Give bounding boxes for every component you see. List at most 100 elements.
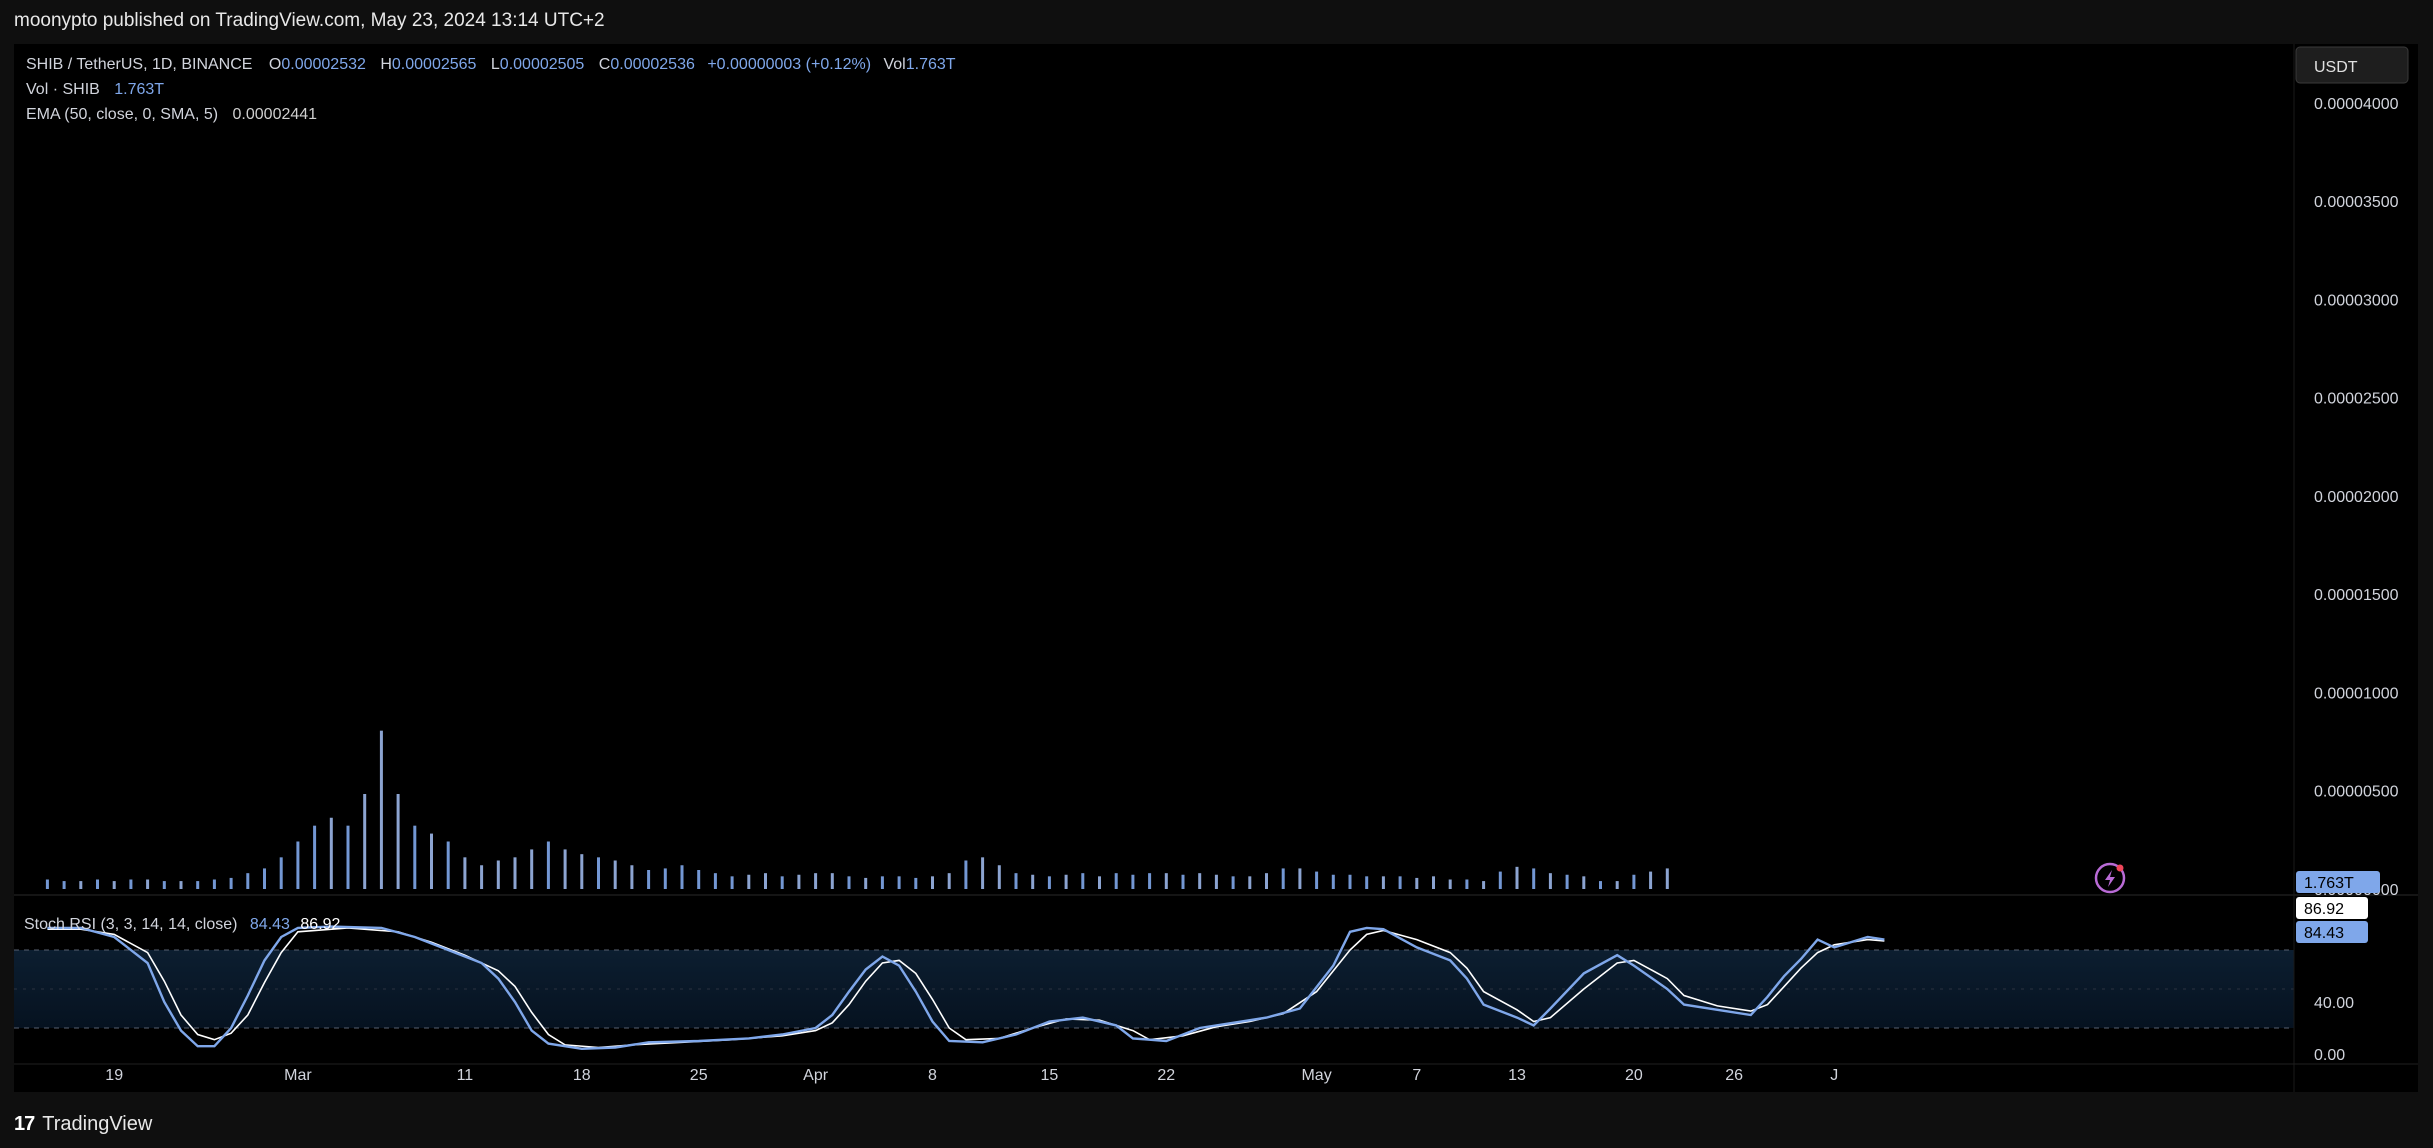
volume-bar — [79, 881, 83, 889]
time-tick-label: 22 — [1157, 1067, 1175, 1084]
price-tick-label: 0.00001000 — [2314, 685, 2399, 702]
volume-bar — [847, 876, 851, 889]
volume-bar — [580, 854, 584, 889]
volume-bar — [931, 876, 934, 889]
volume-bar — [530, 849, 534, 889]
time-tick-label: J — [1830, 1067, 1838, 1084]
legend-vol-label: Vol — [883, 56, 905, 73]
volume-bar — [797, 874, 801, 889]
stoch-d-badge-bg — [2296, 897, 2368, 919]
volume-badge: 1.763T — [2296, 871, 2380, 893]
price-chart[interactable]: 40.00 0.00 0.00004000 0.00003500 0.00003000… — [14, 44, 2418, 1092]
time-tick-label: 11 — [457, 1067, 474, 1084]
volume-bar — [1265, 873, 1268, 889]
time-tick-label: 19 — [105, 1067, 123, 1084]
time-axis: 19 Mar 11 18 25 Apr 8 15 22 May 7 13 20 26 J — [14, 1063, 2418, 1084]
legend-line-1: SHIB / TetherUS, 1D, BINANCE O0.00002532… — [26, 56, 956, 73]
brand-name: TradingView — [42, 1113, 153, 1135]
volume-bar — [430, 833, 433, 889]
volume-bar — [1482, 881, 1486, 889]
currency-button[interactable]: USDT — [2295, 46, 2409, 84]
volume-bar — [1565, 874, 1569, 889]
volume-bar — [480, 865, 484, 889]
volume-bar — [1365, 876, 1369, 889]
chart-area[interactable]: 40.00 0.00 0.00004000 0.00003500 0.00003000… — [14, 44, 2418, 1092]
volume-bar — [981, 857, 985, 889]
price-tick-label: 0.00002500 — [2314, 391, 2399, 408]
legend-line-3: EMA (50, close, 0, SMA, 5) 0.00002441 — [26, 106, 317, 123]
legend-stoch-k: 84.43 — [250, 916, 290, 933]
legend-change: +0.00000003 (+0.12%) — [707, 56, 871, 73]
volume-badge-label: 1.763T — [2304, 875, 2354, 892]
time-tick-label: 20 — [1625, 1067, 1643, 1084]
volume-bar — [1081, 873, 1085, 889]
legend-low-label: L — [491, 56, 500, 73]
volume-bar — [179, 881, 183, 889]
price-axis: 0.00004000 0.00003500 0.00003000 0.00002500… — [14, 44, 2418, 1092]
volume-badge-bg — [2296, 871, 2380, 893]
volume-bar — [1465, 879, 1469, 889]
volume-bar — [1047, 876, 1051, 889]
stoch-k-line — [47, 925, 1885, 1051]
time-tick-label: 13 — [1508, 1067, 1526, 1084]
volume-bar — [96, 879, 99, 889]
legend-symbol: SHIB / TetherUS, 1D, BINANCE — [26, 56, 252, 73]
legend-ema-label: EMA (50, close, 0, SMA, 5) — [26, 106, 218, 123]
stoch-tick-label: 40.00 — [2314, 995, 2354, 1012]
volume-bar — [1214, 874, 1218, 889]
volume-bar — [1098, 876, 1101, 889]
volume-bar — [62, 881, 66, 889]
tradingview-logo-icon: 17 — [14, 1113, 35, 1135]
volume-bar — [263, 868, 266, 889]
legend-open-label: O — [269, 56, 281, 73]
volume-bar — [1649, 871, 1653, 889]
volume-bar — [1599, 881, 1602, 889]
volume-bar — [229, 877, 233, 889]
volume-bar — [513, 857, 517, 889]
publisher-caption: moonypto published on TradingView.com, M… — [14, 10, 605, 31]
volume-bar — [864, 877, 868, 889]
volume-bar — [814, 873, 818, 889]
volume-bar — [1415, 877, 1419, 889]
volume-bar — [45, 879, 49, 889]
lightning-icon[interactable] — [2094, 862, 2126, 894]
volume-bar — [713, 873, 717, 889]
volume-bar — [1548, 873, 1552, 889]
price-tick-label: 0.00001500 — [2314, 587, 2399, 604]
volume-bar — [1665, 868, 1669, 889]
volume-bar — [329, 817, 333, 889]
volume-bar — [1114, 873, 1118, 889]
volume-bar — [196, 881, 200, 889]
price-tick-label: 0.00004000 — [2314, 96, 2399, 113]
volume-bar — [1615, 881, 1619, 889]
volume-bar — [780, 876, 784, 889]
time-tick-label: May — [1301, 1067, 1331, 1084]
volume-bar — [1532, 868, 1536, 889]
legend-stoch-label: Stoch RSI (3, 3, 14, 14, close) — [24, 916, 237, 933]
stoch-d-badge-label: 86.92 — [2304, 901, 2344, 918]
volume-bar — [630, 865, 634, 889]
volume-bar — [112, 881, 116, 889]
legend-stoch-d: 86.92 — [300, 916, 340, 933]
volume-bar — [1348, 874, 1352, 889]
legend-vol-series-label: Vol · SHIB — [26, 81, 100, 98]
legend-ema-value: 0.00002441 — [233, 106, 318, 123]
volume-bar — [1582, 876, 1586, 889]
volume-bar — [446, 841, 450, 889]
volume-bar — [830, 873, 834, 889]
volume-bar — [1448, 879, 1452, 889]
volume-bar — [1131, 874, 1135, 889]
volume-bar — [396, 794, 400, 889]
volume-bar — [212, 879, 216, 889]
volume-bar — [413, 825, 417, 889]
volume-bar — [1381, 876, 1385, 889]
volume-bar — [914, 877, 918, 889]
price-tick-label: 0.00003500 — [2314, 194, 2399, 211]
volume-bar — [680, 865, 684, 889]
volume-bar — [1231, 876, 1235, 889]
volume-bar — [613, 860, 617, 889]
stoch-d-line — [47, 927, 1885, 1049]
volume-bar — [764, 873, 767, 889]
volume-bar — [1298, 868, 1302, 889]
time-tick-label: 18 — [573, 1067, 591, 1084]
